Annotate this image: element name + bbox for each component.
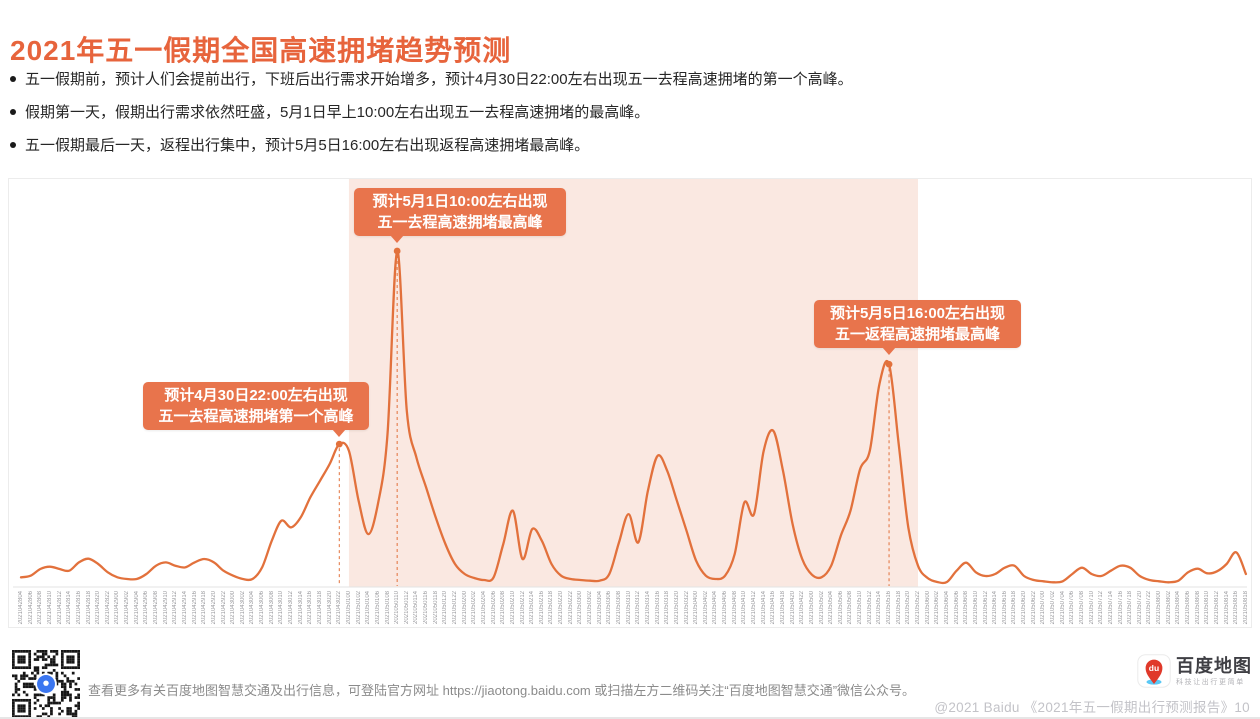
pin-badge-text: du: [1149, 663, 1159, 673]
annotation-text-line: 五一返程高速拥堵最高峰: [834, 326, 1000, 343]
peak-marker-dot: [393, 247, 401, 255]
congestion-trend-line: [19, 249, 1248, 585]
qr-center-logo: [43, 680, 49, 686]
map-pin-icon: du: [1137, 654, 1171, 688]
baidu-maps-logo: du 百度地图 科技让出行更简单: [1137, 654, 1252, 688]
annotation-callout: 预计5月5日16:00左右出现 五一返程高速拥堵最高峰: [814, 300, 1021, 355]
annotation-text-line: 预计5月1日10:00左右出现: [372, 193, 548, 210]
footer-info-text: 查看更多有关百度地图智慧交通及出行信息，可登陆官方网址 https://jiao…: [88, 683, 916, 698]
summary-bullet-list: 五一假期前，预计人们会提前出行，下班后出行需求开始增多，预计4月30日22:00…: [10, 70, 853, 169]
annotation-text-line: 预计4月30日22:00左右出现: [164, 387, 348, 404]
bullet-item: 五一假期前，预计人们会提前出行，下班后出行需求开始增多，预计4月30日22:00…: [10, 70, 853, 90]
peak-marker-dot: [885, 360, 893, 368]
callout-pointer: [882, 347, 896, 355]
annotation-text-line: 五一去程高速拥堵第一个高峰: [158, 408, 354, 425]
callout-pointer: [332, 429, 346, 437]
bullet-item: 假期第一天，假期出行需求依然旺盛，5月1日早上10:00左右出现五一去程高速拥堵…: [10, 103, 853, 123]
copyright-line: @2021 Baidu 《2021年五一假期出行预测报告》10: [934, 696, 1250, 716]
annotation-text-line: 五一去程高速拥堵最高峰: [377, 214, 543, 231]
bullet-item: 五一假期最后一天，返程出行集中，预计5月5日16:00左右出现返程高速拥堵最高峰…: [10, 136, 853, 156]
annotation-text-line: 预计5月5日16:00左右出现: [829, 305, 1006, 322]
annotation-callout: 预计5月1日10:00左右出现 五一去程高速拥堵最高峰: [354, 188, 566, 243]
annotation-callout: 预计4月30日22:00左右出现 五一去程高速拥堵第一个高峰: [143, 382, 369, 437]
logo-text: 百度地图: [1176, 655, 1252, 676]
chart-card: 2021042804 2021042806 2021042808 2021042810…: [8, 178, 1252, 628]
copyright-text: @2021 Baidu 《2021年五一假期出行预测报告》: [934, 700, 1235, 715]
page-title: 2021年五一假期全国高速拥堵趋势预测: [10, 34, 512, 66]
peak-marker-dot: [335, 440, 343, 448]
bottom-divider: [0, 717, 1260, 719]
trend-svg: [13, 179, 1248, 588]
holiday-shaded-region: [348, 179, 918, 587]
logo-tagline: 科技让出行更简单: [1176, 678, 1245, 686]
page-number: 10: [1234, 700, 1250, 715]
qr-code: [12, 650, 80, 718]
callout-pointer: [390, 235, 404, 243]
pin-shape: [1145, 659, 1163, 684]
